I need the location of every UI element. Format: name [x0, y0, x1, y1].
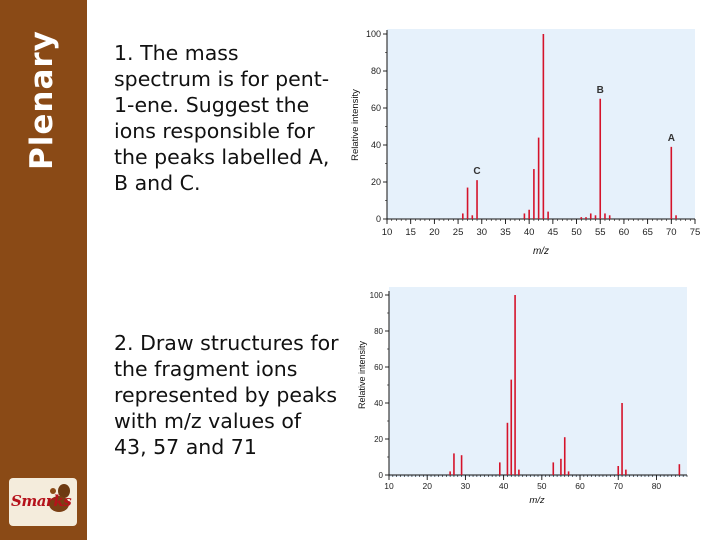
x-tick-label: 45 — [548, 227, 559, 238]
x-tick-label: 70 — [666, 227, 677, 238]
y-tick-label: 100 — [366, 29, 381, 39]
x-tick-label: 60 — [619, 227, 630, 238]
sidebar-title: Plenary — [24, 30, 60, 170]
y-axis-label: Relative intensity — [357, 340, 367, 409]
smarks-logo: Smarks — [9, 478, 77, 526]
y-tick-label: 60 — [374, 363, 383, 372]
mass-spectrum-chart-2: Relative intensity m/z 10 20 30 40 50 60 70 80 0… — [357, 287, 688, 506]
x-tick-label: 10 — [382, 227, 393, 238]
x-tick-label: 20 — [422, 481, 432, 491]
question-2: 2. Draw structures for the fragment ions… — [114, 331, 339, 459]
y-tick-label: 40 — [374, 399, 383, 408]
mass-spectrum-chart-1: Relative intensity m/z 10 15 20 25 30 35 40 45 5… — [350, 29, 701, 257]
x-tick-label: 55 — [595, 227, 606, 238]
x-tick-label: 50 — [537, 481, 547, 491]
x-axis-label: m/z — [529, 495, 545, 506]
x-tick-label: 35 — [500, 227, 511, 238]
x-tick-label: 40 — [524, 227, 535, 238]
x-tick-label: 75 — [690, 227, 701, 238]
peak-label-B: B — [597, 85, 604, 96]
x-tick-label: 30 — [476, 227, 487, 238]
y-tick-label: 40 — [371, 140, 381, 150]
x-tick-label: 40 — [499, 481, 509, 491]
question-1: 1. The mass spectrum is for pent-1-ene. … — [114, 41, 330, 195]
plot-area — [387, 29, 695, 219]
y-tick-label: 20 — [374, 435, 383, 444]
x-tick-label: 25 — [453, 227, 464, 238]
x-tick-label: 65 — [642, 227, 653, 238]
sidebar: Plenary Smarks — [0, 0, 87, 540]
x-tick-label: 70 — [613, 481, 623, 491]
x-tick-label: 60 — [575, 481, 585, 491]
x-tick-label: 20 — [429, 227, 440, 238]
x-tick-label: 15 — [405, 227, 416, 238]
logo-text: Smarks — [11, 492, 72, 510]
y-tick-label: 60 — [371, 103, 381, 113]
peak-label-C: C — [473, 166, 480, 177]
x-tick-label: 50 — [571, 227, 582, 238]
y-tick-label: 0 — [379, 471, 384, 480]
y-tick-label: 20 — [371, 177, 381, 187]
x-tick-label: 80 — [652, 481, 662, 491]
y-tick-label: 80 — [371, 66, 381, 76]
plot-area — [389, 287, 687, 477]
x-axis-label: m/z — [533, 246, 549, 257]
y-tick-label: 80 — [374, 327, 383, 336]
logo-figure-icon — [49, 484, 70, 512]
y-tick-label: 100 — [370, 291, 384, 300]
y-axis-label: Relative intensity — [350, 89, 361, 161]
y-tick-label: 0 — [376, 214, 381, 224]
x-tick-label: 10 — [384, 481, 394, 491]
peak-label-A: A — [668, 133, 675, 144]
x-tick-label: 30 — [461, 481, 471, 491]
